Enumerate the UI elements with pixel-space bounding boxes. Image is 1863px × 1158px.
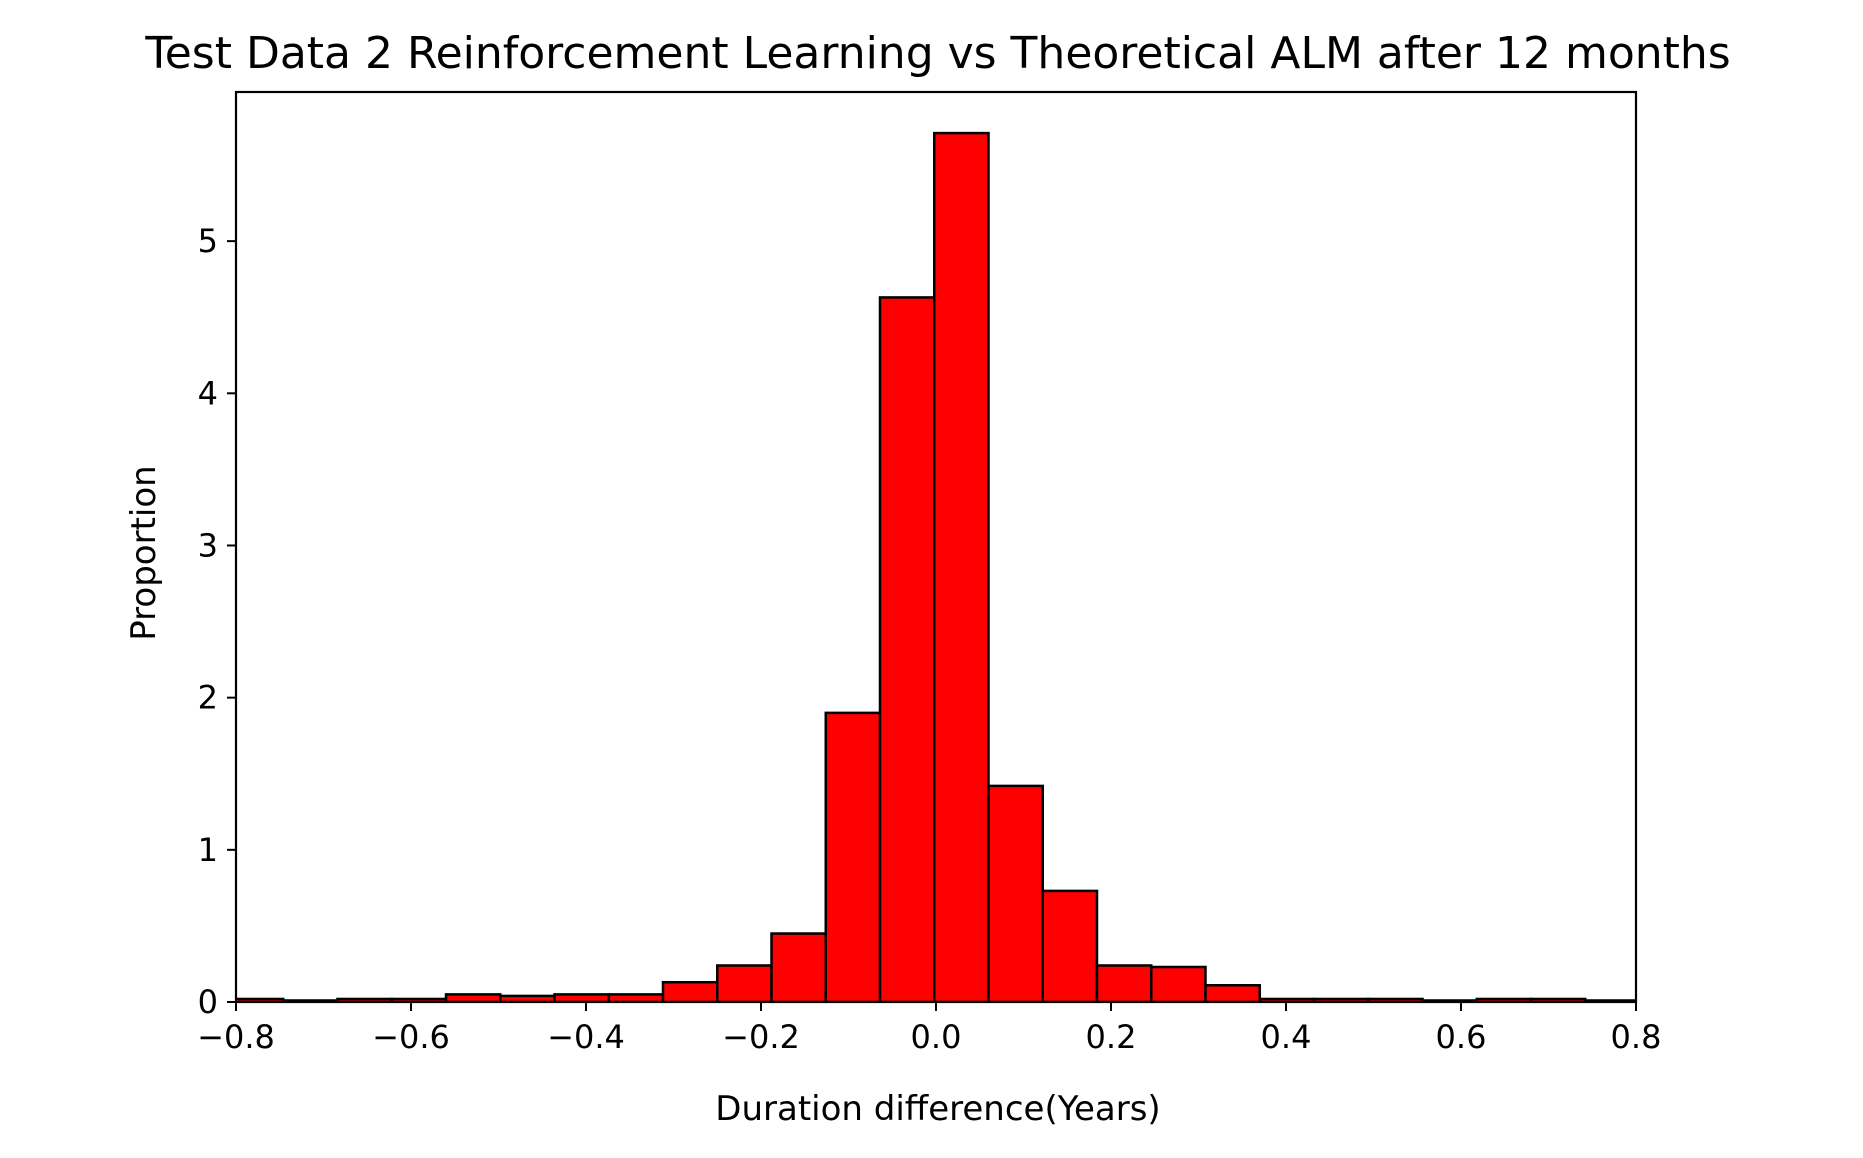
histogram-bar <box>1150 965 1207 1002</box>
x-tick-label: 0.4 <box>1261 1018 1312 1056</box>
histogram-bar <box>607 993 665 1002</box>
x-tick-label: 0.6 <box>1436 1018 1487 1056</box>
histogram-bar <box>933 131 990 1002</box>
x-tick-label: −0.6 <box>372 1018 450 1056</box>
chart-title: Test Data 2 Reinforcement Learning vs Th… <box>144 28 1730 79</box>
histogram-bar <box>661 980 719 1002</box>
histogram-bar <box>824 711 882 1002</box>
y-tick-label: 1 <box>198 831 218 869</box>
histogram-bar <box>444 993 502 1002</box>
y-axis-label: Proportion <box>124 465 164 640</box>
x-tick-label: 0.0 <box>911 1018 962 1056</box>
histogram-bar <box>553 993 610 1002</box>
x-tick-label: −0.8 <box>197 1018 275 1056</box>
histogram-bar <box>1041 889 1099 1002</box>
histogram-bar <box>770 932 827 1002</box>
bars-layer <box>236 131 1636 1002</box>
x-axis: −0.8 −0.6 −0.4 −0.2 0.0 0.2 0.4 0.6 0.8 <box>197 1002 1661 1056</box>
y-tick-label: 0 <box>198 983 218 1021</box>
histogram-bar <box>987 784 1044 1002</box>
x-tick-label: −0.4 <box>547 1018 625 1056</box>
histogram-bar <box>1095 964 1153 1002</box>
y-tick-label: 3 <box>198 526 218 564</box>
x-tick-label: 0.2 <box>1086 1018 1137 1056</box>
y-tick-label: 2 <box>198 679 218 717</box>
x-axis-label: Duration difference(Years) <box>715 1089 1160 1129</box>
histogram-bar <box>716 964 773 1002</box>
histogram-bar <box>878 296 936 1002</box>
x-tick-label: −0.2 <box>722 1018 800 1056</box>
histogram-bar <box>1204 984 1261 1002</box>
y-axis: 0 1 2 3 4 5 <box>198 222 236 1021</box>
y-tick-label: 5 <box>198 222 218 260</box>
x-tick-label: 0.8 <box>1611 1018 1662 1056</box>
y-tick-label: 4 <box>198 374 218 412</box>
